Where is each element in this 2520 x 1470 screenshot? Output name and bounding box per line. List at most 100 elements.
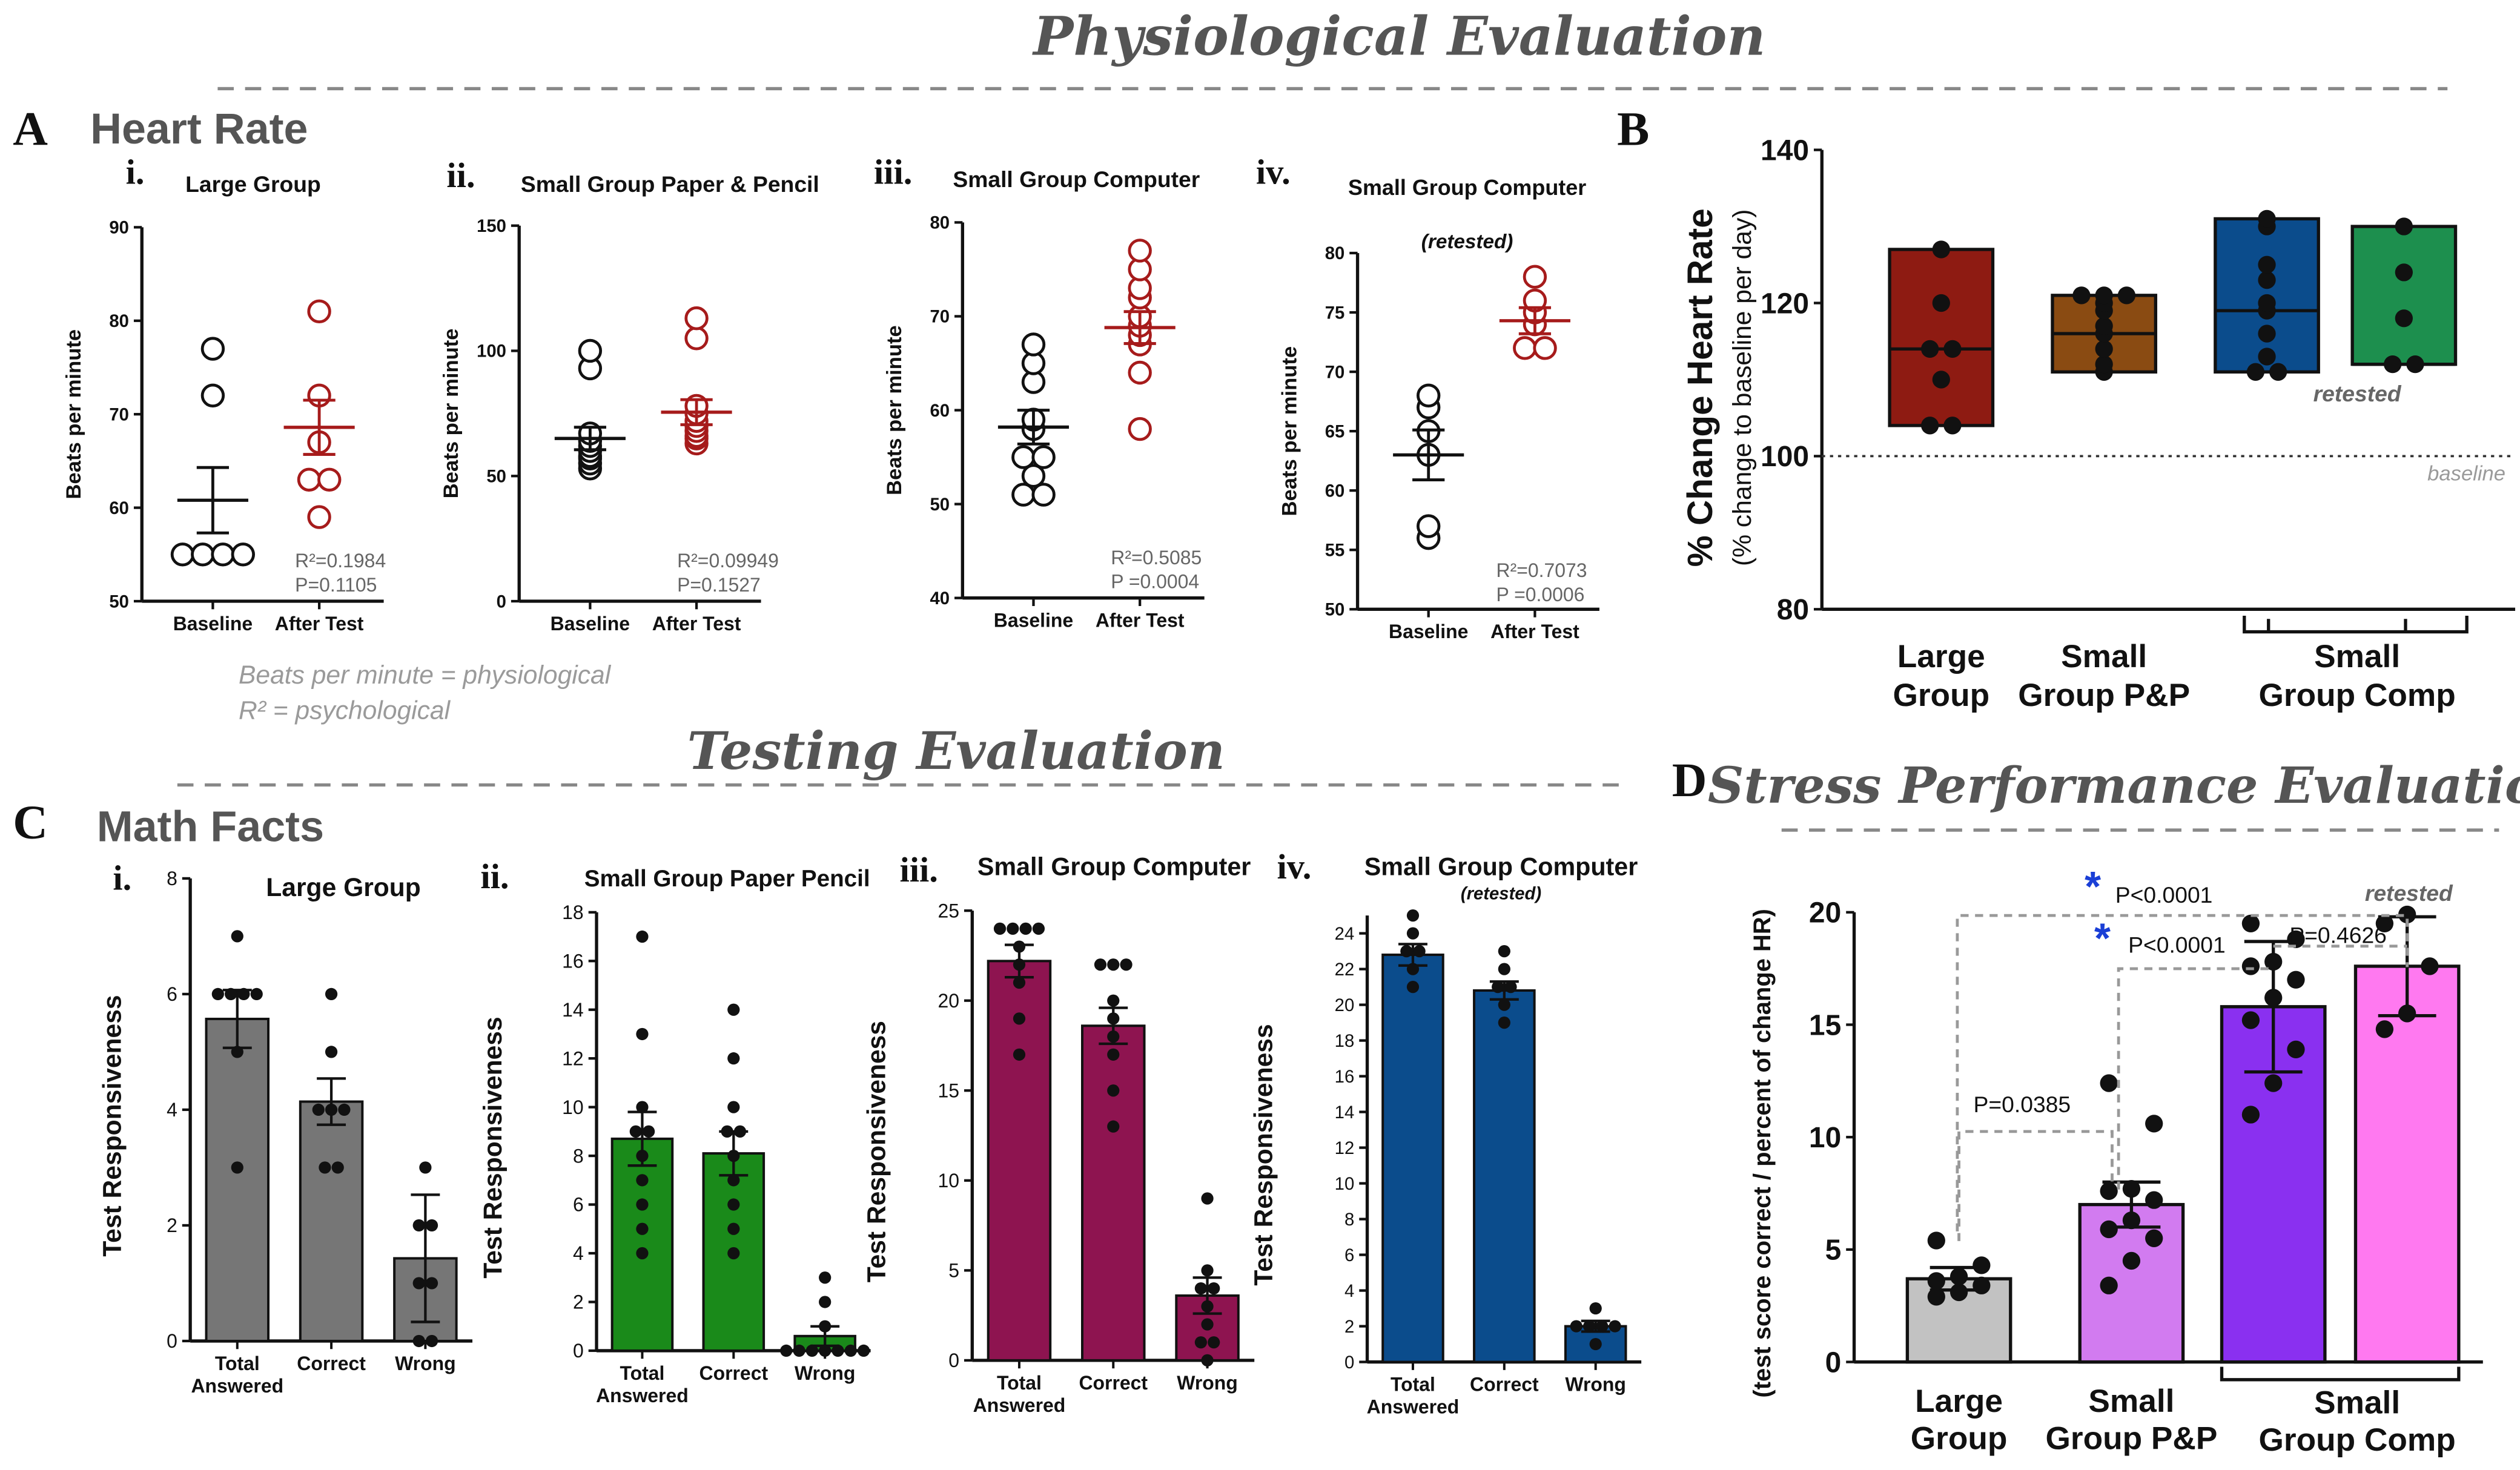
bar (2078, 1202, 2185, 1364)
data-point (2100, 1220, 2118, 1239)
chart-roman-label: iv. (1277, 847, 1311, 886)
data-point (2117, 286, 2136, 305)
data-point (1013, 940, 1026, 953)
data-point (1107, 1048, 1120, 1061)
y-tick-label: 90 (109, 218, 129, 238)
x-tick-label: Wrong (1565, 1373, 1626, 1395)
retest-label: retested (2365, 880, 2453, 906)
bar (205, 1017, 270, 1342)
y-tick-label: 24 (1335, 924, 1355, 944)
data-point (1943, 417, 1962, 435)
data-point (1413, 945, 1426, 958)
panel-letter-b: B (1617, 103, 1649, 156)
y-tick-label: 120 (1761, 288, 1809, 320)
data-point (2095, 317, 2113, 335)
y-tick-label: 100 (477, 341, 506, 361)
chart-roman-label: ii. (480, 857, 509, 896)
p-value: P =0.0004 (1111, 571, 1199, 593)
data-point (231, 542, 256, 567)
data-point (1582, 1320, 1596, 1333)
data-point (2269, 363, 2287, 381)
data-point (1201, 1192, 1214, 1205)
chart-a-iii: iii. Small Group Computer 40 50 60 70 80 Beats … (874, 152, 1205, 631)
y-axis-label: (test score correct / percent of change … (1749, 909, 1776, 1398)
data-point (231, 1161, 243, 1174)
chart-a-iv: iv. Small Group Computer (retested) 50 55 60 6… (1256, 152, 1599, 642)
comparison-bracket (1956, 914, 2409, 1231)
x-tick-label: Group P&P (2018, 677, 2190, 713)
chart-c-i: i. Large Group 0 2 4 6 8 Test Responsiveness Tot… (98, 859, 473, 1397)
bar (1081, 1024, 1146, 1362)
y-tick-label: 0 (948, 1350, 959, 1371)
data-point (727, 1247, 740, 1260)
data-point (1201, 1300, 1214, 1313)
y-tick-label: 140 (1761, 134, 1809, 166)
x-tick-label: Group P&P (2045, 1420, 2217, 1456)
data-point (1107, 958, 1120, 971)
y-tick-label: 5 (1825, 1234, 1842, 1267)
data-point (793, 1344, 805, 1357)
x-tick-label: After Test (1490, 621, 1579, 642)
data-point (2145, 1191, 2163, 1209)
data-point (636, 1247, 649, 1260)
data-point (2406, 355, 2424, 374)
data-point (1128, 239, 1152, 263)
data-point (857, 1344, 870, 1357)
data-point (200, 337, 225, 361)
bar (1473, 989, 1536, 1363)
data-point (1007, 922, 1019, 935)
chart-title: Small Group Computer (953, 166, 1200, 192)
data-point (307, 299, 331, 324)
data-point (1194, 1336, 1208, 1349)
chart-subtitle: (retested) (1461, 884, 1541, 904)
chart-title: Large Group (266, 873, 421, 902)
data-point (211, 987, 224, 1001)
data-point (2287, 971, 2305, 989)
group-bracket (2243, 615, 2469, 634)
x-tick-label-line: Answered (973, 1394, 1066, 1416)
significance-star: * (2085, 863, 2101, 910)
x-tick-label-line: Total (1391, 1373, 1435, 1395)
data-point (1107, 1012, 1120, 1025)
data-point (1973, 1276, 1991, 1294)
data-point (1513, 336, 1537, 360)
y-tick-label: 20 (1809, 897, 1841, 929)
data-point (2395, 309, 2413, 328)
data-point (636, 1101, 649, 1113)
data-point (2258, 294, 2276, 312)
data-point (636, 1149, 649, 1162)
range-bar (2350, 225, 2458, 366)
y-tick-label: 150 (477, 216, 506, 236)
bar (610, 1137, 674, 1352)
data-point (2375, 914, 2394, 933)
data-point (629, 1125, 642, 1138)
y-tick-label: 80 (1325, 243, 1345, 263)
data-point (412, 1334, 425, 1348)
chart-title: Small Group Paper Pencil (584, 866, 870, 892)
data-point (727, 1174, 740, 1187)
group-bracket (2220, 1366, 2461, 1382)
y-tick-label: 65 (1325, 421, 1345, 441)
data-point (1589, 1302, 1602, 1315)
data-point (1932, 294, 1950, 312)
y-tick-label: 8 (1344, 1210, 1354, 1230)
data-point (325, 1103, 338, 1116)
x-tick-label-line: Answered (596, 1385, 689, 1406)
data-point (297, 467, 322, 492)
x-tick-label: Total Answered (973, 1372, 1066, 1416)
r-squared: R²=0.7073 (1496, 559, 1587, 581)
bar (987, 960, 1052, 1362)
x-tick-label: Group (1911, 1420, 2008, 1456)
y-tick-label: 8 (167, 868, 177, 889)
chart-roman-label: iii. (874, 152, 912, 191)
comparison-p-value: P<0.0001 (2128, 932, 2226, 957)
data-point (1400, 945, 1413, 958)
data-point (1492, 981, 1504, 994)
data-point (231, 1046, 243, 1058)
data-point (1406, 981, 1420, 994)
p-value: P=0.1105 (295, 574, 377, 596)
x-tick-label-line: Total (620, 1362, 664, 1384)
y-tick-label: 0 (1825, 1346, 1842, 1379)
data-point (2072, 286, 2091, 305)
y-tick-label: 14 (562, 999, 584, 1021)
